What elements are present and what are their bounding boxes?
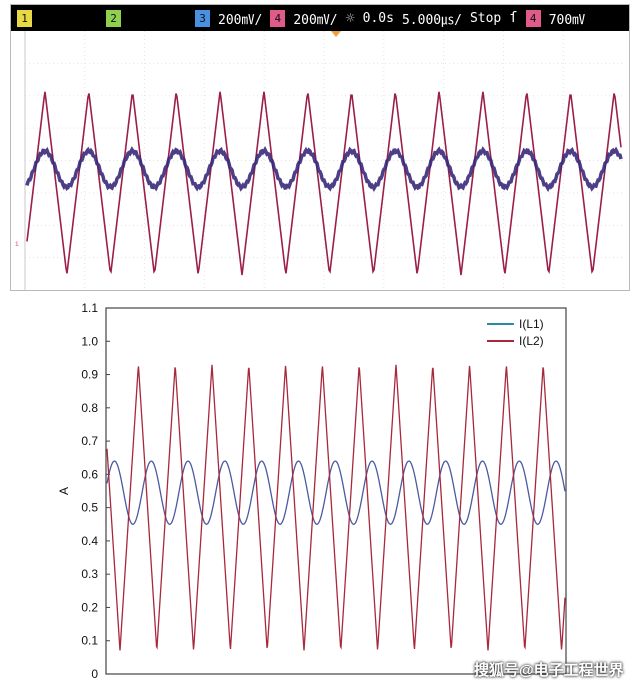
trigger-edge-icon: ſ [509,10,518,26]
simulation-chart: 0 0.1 0.2 0.3 0.4 0.5 0.6 0.7 0.8 0.9 1.0 1.1 A I(L1)… [57,301,567,681]
watermark: 搜狐号@电子工程世界 [474,662,624,679]
legend-entry-label: I(L2) [519,334,544,348]
y-tick-label: 0.3 [81,567,98,581]
oscilloscope-screenshot: 1 2 3 200㎷/ 4 200㎷/ ☼ 0.0s 5.000㎲/ Stop … [10,4,630,291]
channel-3-badge: 3 [195,9,210,27]
scope-ground-marker: ₁ [15,236,19,248]
y-tick-label: 0.1 [81,634,98,648]
time-offset: 0.0s [362,10,394,26]
y-tick-label: 0.2 [81,600,98,614]
y-tick-label: 0.9 [81,368,98,382]
series-line-l1 [106,460,566,525]
legend: I(L1) I(L2) [487,317,544,348]
plot-area-frame [105,307,567,675]
scope-sine-trace [25,145,623,193]
y-tick-label: 0.8 [81,401,98,415]
y-tick-label: 1.0 [81,334,98,348]
channel-1-badge: 1 [17,9,32,27]
run-state: Stop [469,10,502,26]
time-scale: 5.000㎲/ [401,12,462,28]
trigger-level: 700㎷ [548,12,586,28]
y-tick-label: 0.5 [81,501,98,515]
legend-entry-label: I(L1) [519,317,544,331]
trigger-channel-badge: 4 [525,9,541,27]
scope-triangle-trace [26,91,622,276]
channel-4-badge: 4 [270,9,286,27]
y-tick-label: 0.6 [81,467,98,481]
scope-grid [24,31,623,290]
sun-icon: ☼ [345,9,355,27]
y-tick-label: 0 [91,667,98,681]
scope-waveform-area: ₁ [15,31,623,290]
y-axis: 0 0.1 0.2 0.3 0.4 0.5 0.6 0.7 0.8 0.9 1.0 1.1 [81,301,110,681]
y-axis-label: A [57,487,71,495]
channel-2-badge: 2 [106,9,121,27]
channel-3-scale: 200㎷/ [218,12,263,28]
channel-4-scale: 200㎷/ [293,12,338,28]
series-line-l2 [106,364,566,651]
y-tick-label: 0.4 [81,534,98,548]
scope-trigger-marker [331,31,341,37]
y-tick-label: 0.7 [81,434,98,448]
y-tick-label: 1.1 [81,301,98,315]
scope-status-bar: 1 2 3 200㎷/ 4 200㎷/ ☼ 0.0s 5.000㎲/ Stop … [11,5,629,31]
